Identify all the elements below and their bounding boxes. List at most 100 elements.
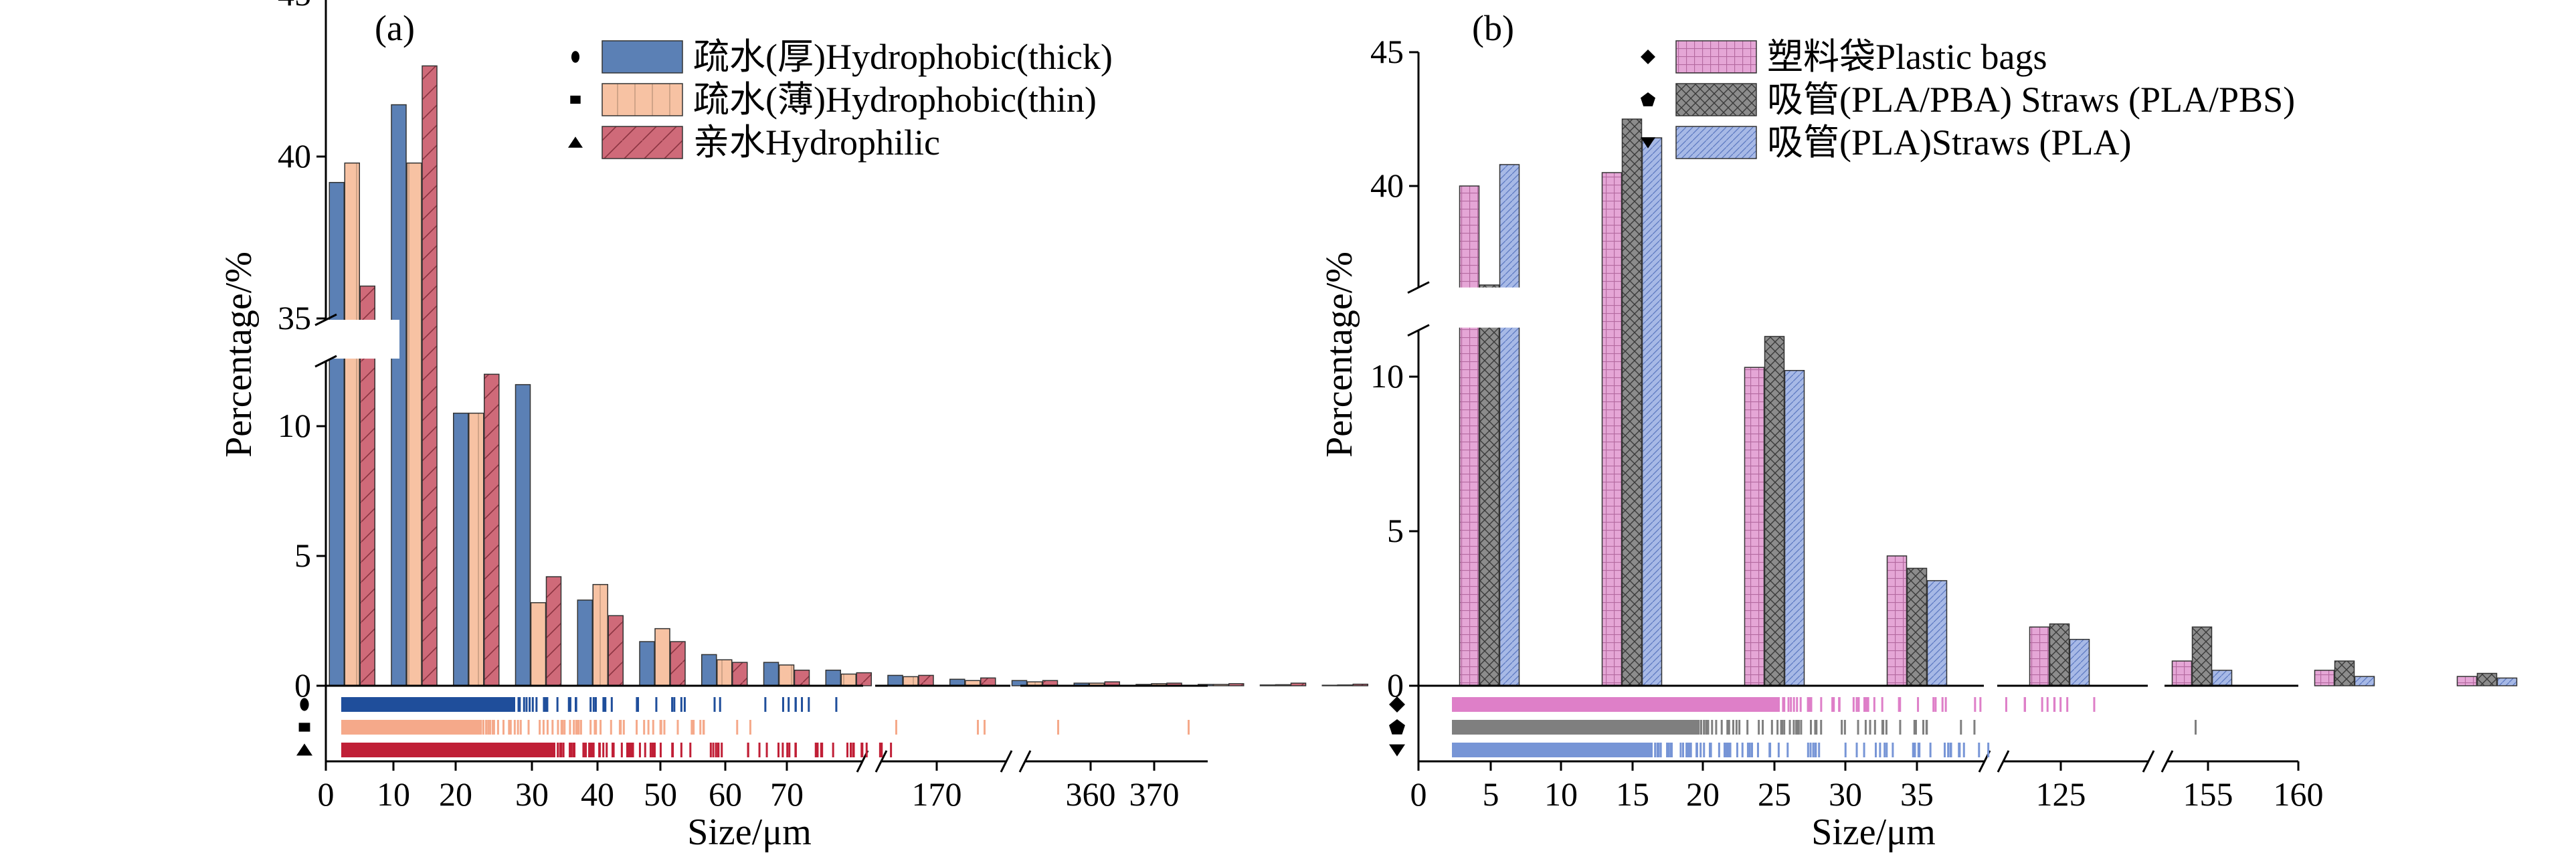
- a-rug-tick-2-18: [569, 743, 571, 757]
- a-rug-tick-0-31: [543, 697, 545, 712]
- a-legend-label-2: 亲水Hydrophilic: [693, 122, 940, 163]
- a-bar-2-8: [856, 672, 872, 686]
- a-rug-tick-0-39: [567, 697, 570, 712]
- b-rug-tick-0-26: [1917, 697, 1920, 712]
- a-rug-tick-2-52: [644, 743, 646, 757]
- b-rug-tick-2-58: [1912, 743, 1914, 757]
- a-rug-tick-2-2: [649, 743, 652, 757]
- a-xtick-label-10: 370: [1129, 775, 1180, 813]
- a-rug-tick-2-49: [765, 743, 768, 757]
- b-bar-0-2: [1744, 367, 1765, 686]
- b-rug-tick-2-52: [1741, 743, 1744, 757]
- a-rug-tick-2-22: [781, 743, 784, 757]
- a-rug-tick-0-27: [589, 697, 592, 712]
- b-rug-marker-0: [1389, 696, 1405, 713]
- a-rug-tick-2-4: [715, 743, 717, 757]
- a-rug-tick-0-5: [535, 697, 538, 712]
- b-legend-label-1: 吸管(PLA/PBA) Straws (PLA/PBS): [1767, 80, 2295, 120]
- b-xtick-label-4: 20: [1686, 775, 1720, 813]
- b-rug-tick-2-49: [1863, 743, 1865, 757]
- a-rug-tick-2-41: [602, 743, 605, 757]
- b-rug-tick-1-20: [1707, 720, 1710, 735]
- a-rug-tick-1-34: [482, 720, 484, 735]
- b-rug-tick-2-46: [1917, 743, 1920, 757]
- b-rug-tick-0-8: [1941, 697, 1944, 712]
- b-bar-0-3: [1886, 555, 1908, 686]
- b-rug-tick-0-2: [1787, 697, 1790, 712]
- a-bar-0-11: [1011, 680, 1028, 686]
- a-rug-tick-2-35: [712, 743, 715, 757]
- a-y-break-mark-1: [314, 355, 337, 368]
- a-legend-swatch-2: [602, 126, 683, 159]
- b-bar-2-1: [1641, 137, 1663, 686]
- a-rug-tick-1-2: [663, 720, 666, 735]
- a-rug-tick-2-19: [632, 743, 634, 757]
- a-rug-tick-0-33: [519, 697, 521, 712]
- a-bar-2-4: [608, 615, 624, 686]
- b-y-break-gap: [1398, 287, 1546, 328]
- a-rug-tick-2-27: [709, 743, 712, 757]
- a-rug-tick-0-38: [794, 697, 797, 712]
- a-rug-tick-1-45: [502, 720, 504, 735]
- a-rug-tick-1-5: [492, 720, 495, 735]
- b-rug-tick-2-7: [1978, 743, 1981, 757]
- a-rug-tick-1-13: [622, 720, 625, 735]
- a-rug-marker-2: [296, 743, 312, 756]
- a-bar-1-4: [592, 583, 608, 686]
- a-rug-tick-2-34: [557, 743, 559, 757]
- a-rug-tick-1-27: [575, 720, 577, 735]
- b-rug-tick-2-1: [1883, 743, 1886, 757]
- b-rug-tick-2-35: [1809, 743, 1812, 757]
- b-rug-tick-0-44: [1867, 697, 1869, 712]
- b-y-break-mark-1: [1407, 324, 1430, 337]
- b-rug-tick-2-50: [1777, 743, 1780, 757]
- a-rug-tick-0-8: [680, 697, 682, 712]
- b-legend-marker-0: [1641, 50, 1655, 64]
- b-rug-tick-0-7: [1899, 697, 1902, 712]
- a-bar-2-15: [1290, 682, 1307, 686]
- a-rug-tick-0-17: [719, 697, 721, 712]
- a-legend-marker-0: [571, 51, 580, 63]
- b-xtick-label-2: 10: [1544, 775, 1578, 813]
- b-legend-swatch-1: [1675, 83, 1757, 116]
- b-rug-tick-0-6: [1857, 697, 1860, 712]
- b-rug-tick-2-64: [1769, 743, 1772, 757]
- b-rug-tick-2-40: [1914, 743, 1916, 757]
- a-rug-tick-2-8: [659, 743, 662, 757]
- a-rug-tick-2-45: [865, 743, 868, 757]
- panel-b-ylabel: Percentage/%: [1319, 252, 1360, 458]
- a-rug-tick-1-38: [542, 720, 545, 735]
- b-rug-marker-1: [1389, 719, 1405, 735]
- b-rug-tick-2-33: [1814, 743, 1817, 757]
- b-rug-tick-2-51: [1958, 743, 1961, 757]
- a-rug-tick-2-48: [606, 743, 608, 757]
- b-xtick-label-1: 5: [1483, 775, 1499, 813]
- b-rug-tick-2-34: [1654, 743, 1657, 757]
- b-rug-tick-2-9: [1669, 743, 1672, 757]
- a-rug-tick-2-44: [654, 743, 656, 757]
- b-rug-tick-2-14: [1947, 743, 1950, 757]
- b-rug-tick-1-7: [1735, 720, 1738, 735]
- a-rug-tick-2-65: [879, 743, 881, 757]
- a-y-break-gap: [306, 320, 399, 359]
- b-xtick-label-7: 35: [1900, 775, 1934, 813]
- a-rug-tick-2-61: [651, 743, 654, 757]
- b-rug-tick-0-21: [2041, 697, 2043, 712]
- b-rug-tick-1-17: [1746, 720, 1749, 735]
- a-rug-tick-0-37: [671, 697, 674, 712]
- a-rug-tick-2-57: [852, 743, 855, 757]
- a-bar-1-15: [1275, 684, 1291, 686]
- a-rug-tick-2-47: [758, 743, 761, 757]
- a-bar-2-5: [670, 641, 686, 686]
- a-rug-tick-2-63: [591, 743, 594, 757]
- panel-b-rug: [1389, 696, 2197, 757]
- b-rug-tick-2-12: [1987, 743, 1990, 757]
- a-bar-2-2: [484, 373, 500, 686]
- a-bar-1-9: [903, 676, 919, 686]
- a-rug-tick-0-26: [655, 697, 658, 712]
- b-rug-tick-1-25: [1869, 720, 1871, 735]
- a-rug-tick-2-69: [583, 743, 585, 757]
- b-rug-tick-1-40: [1841, 720, 1843, 735]
- panel-b-axes: 0 5 10 40 45 0 5 10 15 20 25 30 35 125 155 160: [1370, 33, 2324, 813]
- a-rug-tick-2-23: [589, 743, 592, 757]
